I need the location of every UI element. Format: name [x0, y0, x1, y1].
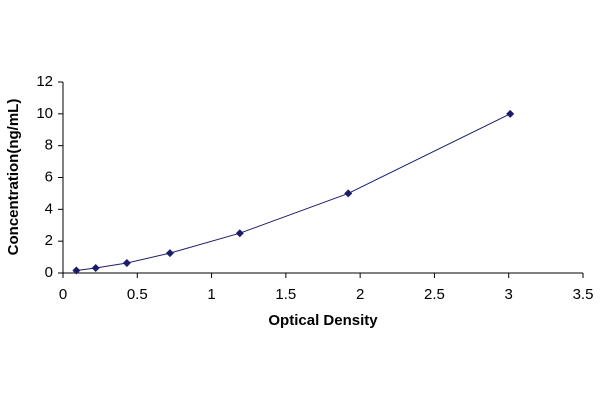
- point: [122, 259, 131, 268]
- curve: [76, 113, 511, 272]
- y-tick-label: 10: [36, 105, 53, 122]
- point: [344, 189, 353, 198]
- point: [91, 264, 100, 273]
- x-tick-label: 3.5: [573, 286, 594, 303]
- y-tick-label: 8: [45, 137, 53, 154]
- y-tick-label: 0: [45, 264, 53, 281]
- x-tick-label: 2: [356, 286, 364, 303]
- x-tick-label: 1.5: [275, 286, 296, 303]
- x-tick-label: 2.5: [424, 286, 445, 303]
- y-tick-label: 2: [45, 232, 53, 249]
- y-tick-label: 12: [36, 73, 53, 90]
- x-tick-label: 0: [59, 286, 67, 303]
- x-tick-label: 1: [207, 286, 215, 303]
- x-axis-title: Optical Density: [268, 312, 378, 329]
- x-tick-label: 0.5: [127, 286, 148, 303]
- point: [235, 229, 244, 238]
- point: [506, 109, 515, 118]
- point: [165, 249, 174, 258]
- y-axis-title: Concentration(ng/mL): [5, 99, 22, 256]
- y-tick-label: 4: [45, 200, 53, 217]
- point: [72, 266, 81, 275]
- x-tick-label: 3: [505, 286, 513, 303]
- y-tick-label: 6: [45, 168, 53, 185]
